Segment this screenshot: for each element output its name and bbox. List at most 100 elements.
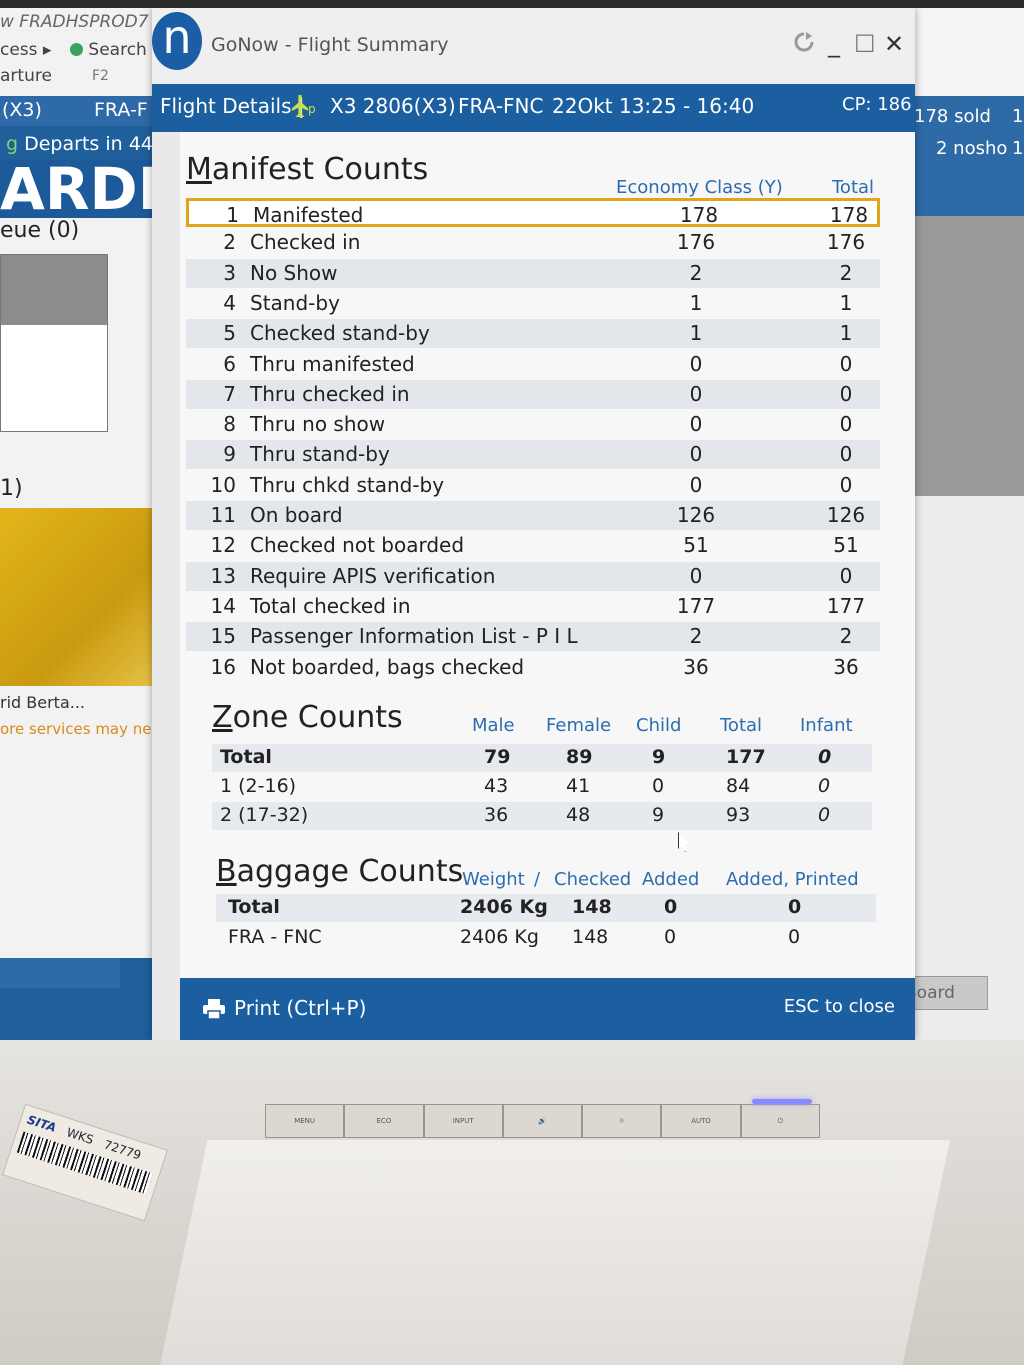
manifest-row[interactable]: 1 Manifested 178 178 [186, 198, 880, 227]
manifest-row-label: Passenger Information List - P I L [250, 624, 578, 649]
baggage-row-checked: 148 [572, 896, 612, 918]
zone-row-child: 0 [652, 775, 665, 797]
esc-close-hint: ESC to close [783, 996, 895, 1017]
manifest-row-number: 8 [223, 412, 236, 437]
monitor-button[interactable]: ☼ [582, 1104, 662, 1138]
manifest-row[interactable]: 11 On board 126 126 [186, 501, 880, 530]
baggage-col-checked: Checked [554, 869, 632, 890]
flight-details-bar: Flight Details | p X3 2806(X3) FRA-FNC 2… [152, 84, 915, 132]
manifest-row[interactable]: 5 Checked stand-by 1 1 [186, 319, 880, 349]
zone-title: Zone Counts [212, 700, 403, 735]
manifest-row[interactable]: 8 Thru no show 0 0 [186, 410, 880, 439]
baggage-col-added: Added [642, 869, 700, 890]
zone-row-infant: 0 [818, 804, 831, 826]
manifest-row-economy: 51 [683, 533, 709, 558]
manifest-row[interactable]: 2 Checked in 176 176 [186, 228, 880, 257]
monitor-button[interactable]: ECO [344, 1104, 424, 1138]
baggage-row-label: Total [228, 896, 280, 918]
monitor-button[interactable]: MENU [265, 1104, 345, 1138]
flight-summary-dialog: n GoNow - Flight Summary _ ☐ ✕ Flight De… [152, 8, 915, 1040]
manifest-row[interactable]: 15 Passenger Information List - P I L 2 2 [186, 622, 880, 652]
manifest-row-label: Checked in [250, 230, 361, 255]
zone-col-total: Total [720, 715, 763, 736]
zone-row-female: 89 [566, 746, 593, 768]
zone-row: 1 (2-16) 43 41 0 84 0 [212, 773, 872, 801]
dialog-footer: Print (Ctrl+P) ESC to close [180, 978, 915, 1040]
monitor-button-row: MENU ECO INPUT 🔊 ☼ AUTO ⏻ [265, 1099, 820, 1138]
manifest-row-economy: 2 [689, 624, 703, 649]
manifest-row[interactable]: 13 Require APIS verification 0 0 [186, 561, 880, 591]
baggage-col-slash: / [534, 869, 541, 890]
zone-row: 2 (17-32) 36 48 9 93 0 [212, 802, 872, 830]
manifest-row-number: 14 [210, 593, 236, 618]
manifest-row-total: 0 [839, 381, 853, 406]
printer-icon [202, 998, 226, 1020]
status-dot-icon [70, 43, 83, 56]
manifest-row-label: Manifested [253, 203, 364, 227]
zone-row: Total 79 89 9 177 0 [212, 744, 872, 772]
manifest-row-total: 178 [829, 203, 869, 227]
manifest-row[interactable]: 12 Checked not boarded 51 51 [186, 531, 880, 560]
refresh-icon[interactable] [792, 30, 816, 60]
sticker-brand: SITA [25, 1112, 58, 1135]
bg-search-label[interactable]: Search [70, 40, 147, 60]
bg-departs: g Departs in 44 [6, 133, 153, 155]
manifest-row[interactable]: 16 Not boarded, bags checked 36 36 [186, 653, 880, 682]
manifest-row-label: Thru checked in [250, 381, 410, 406]
manifest-row-economy: 0 [689, 351, 703, 376]
baggage-row-added-printed: 0 [788, 896, 802, 918]
flight-details-label: Flight Details | [160, 94, 305, 118]
manifest-row[interactable]: 9 Thru stand-by 0 0 [186, 440, 880, 470]
manifest-row-economy: 126 [676, 503, 716, 527]
print-button[interactable]: Print (Ctrl+P) [234, 996, 367, 1020]
monitor-button[interactable]: AUTO [661, 1104, 741, 1138]
manifest-row-economy: 1 [689, 290, 703, 315]
baggage-col-weight: Weight [462, 869, 525, 890]
baggage-title: Baggage Counts [216, 854, 464, 889]
manifest-row-number: 3 [223, 260, 236, 285]
zone-row-child: 9 [652, 804, 665, 826]
mouse-cursor-icon [678, 832, 690, 852]
zone-row-female: 41 [566, 775, 591, 797]
manifest-row[interactable]: 10 Thru chkd stand-by 0 0 [186, 471, 880, 500]
close-button[interactable]: ✕ [884, 30, 905, 58]
bg-access-label[interactable]: cess ▸ [0, 40, 52, 60]
baggage-row-checked: 148 [572, 926, 609, 948]
manifest-col-total: Total [832, 177, 875, 198]
bg-services-note: ore services may need [0, 720, 171, 738]
baggage-row-added: 0 [664, 896, 678, 918]
monitor-button[interactable]: 🔊 [502, 1104, 583, 1138]
zone-row-child: 9 [652, 746, 666, 768]
bg-status-banner: ARDIN [0, 160, 180, 218]
manifest-row-total: 0 [839, 412, 853, 437]
gonow-logo: n [152, 12, 202, 70]
manifest-row-number: 4 [223, 290, 236, 315]
zone-col-infant: Infant [800, 715, 853, 736]
monitor-button[interactable]: ⏻ [740, 1099, 820, 1138]
bg-f2-shortcut: F2 [92, 68, 109, 84]
manifest-row-total: 2 [839, 624, 853, 649]
bg-sold-count: 178 sold [914, 106, 991, 127]
flight-number: X3 2806(X3) [330, 94, 456, 118]
manifest-row[interactable]: 6 Thru manifested 0 0 [186, 350, 880, 379]
manifest-row[interactable]: 14 Total checked in 177 177 [186, 592, 880, 621]
aircraft-icon: p [292, 94, 316, 118]
manifest-row-label: No Show [250, 260, 338, 285]
manifest-row[interactable]: 7 Thru checked in 0 0 [186, 379, 880, 409]
background-app-left: w FRADHSPROD7 cess ▸ Search arture F2 (X… [0, 8, 180, 1040]
manifest-row-label: Thru stand-by [250, 442, 390, 467]
zone-row-infant: 0 [818, 775, 831, 797]
manifest-row-total: 176 [826, 230, 866, 255]
baggage-row-added-printed: 0 [788, 926, 801, 948]
minimize-button[interactable]: _ [828, 30, 840, 58]
manifest-row[interactable]: 3 No Show 2 2 [186, 258, 880, 288]
manifest-row-label: Checked stand-by [250, 321, 430, 346]
manifest-row-number: 7 [223, 381, 236, 406]
monitor-button[interactable]: INPUT [423, 1104, 503, 1138]
manifest-row[interactable]: 4 Stand-by 1 1 [186, 289, 880, 318]
manifest-row-economy: 0 [689, 381, 703, 406]
manifest-row-total: 0 [839, 442, 853, 467]
maximize-button[interactable]: ☐ [854, 30, 876, 58]
bg-right-one-a: 1 [1012, 106, 1024, 127]
bg-search-text: Search [88, 40, 147, 60]
